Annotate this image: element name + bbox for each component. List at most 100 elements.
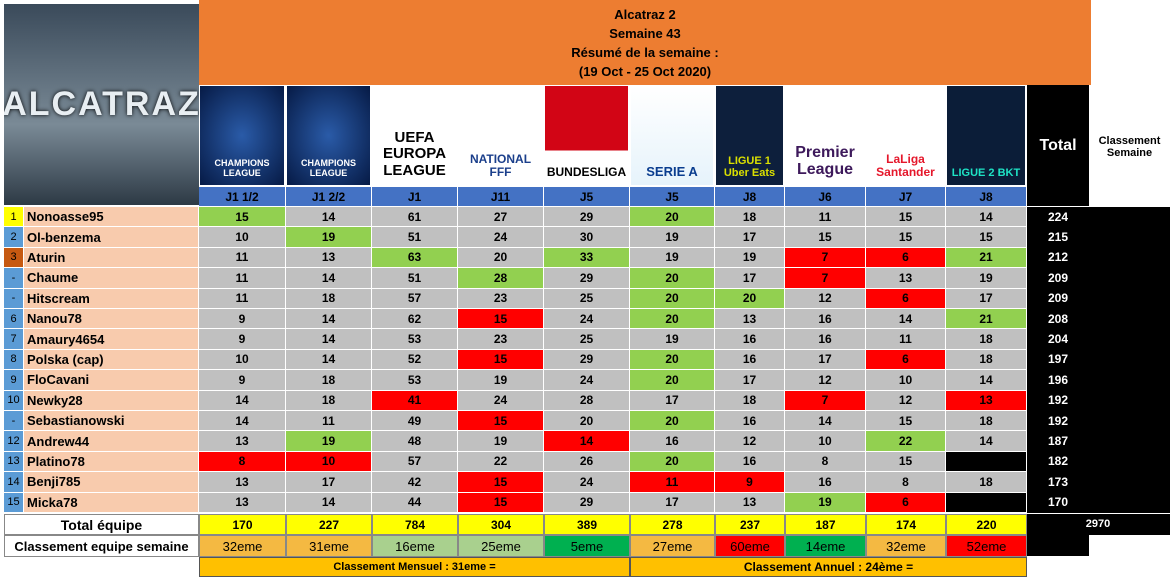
league-logo: CHAMPIONS LEAGUE — [287, 86, 371, 186]
score: 23 — [458, 288, 544, 309]
team-total: 170 — [199, 514, 286, 535]
league-logo: CHAMPIONS LEAGUE — [200, 86, 285, 186]
player-name: Platino78 — [24, 451, 199, 473]
rank-col-fill — [1090, 472, 1170, 493]
team-rank: 31eme — [286, 535, 372, 557]
score: 16 — [785, 329, 866, 350]
player-name: Polska (cap) — [24, 349, 199, 371]
score: 18 — [715, 390, 785, 411]
score: 14 — [544, 431, 630, 452]
rank-col-fill — [1090, 492, 1170, 513]
score: 14 — [946, 207, 1027, 228]
score: 13 — [199, 492, 286, 513]
league-logo: NATIONAL FFF — [459, 86, 543, 186]
score: 20 — [630, 370, 715, 391]
column-label: J1 1/2 — [199, 187, 286, 207]
rank-col-fill — [1090, 227, 1170, 248]
score: 24 — [544, 370, 630, 391]
column-label: J6 — [785, 187, 866, 207]
score: 15 — [785, 227, 866, 248]
column-label: J8 — [715, 187, 785, 207]
score: 17 — [630, 390, 715, 411]
score: 17 — [715, 370, 785, 391]
score: 13 — [199, 472, 286, 493]
league-logo: LIGUE 1 Uber Eats — [716, 86, 784, 186]
score: 17 — [286, 472, 372, 493]
column-label: J1 2/2 — [286, 187, 372, 207]
score: 53 — [372, 370, 458, 391]
rank-col-fill — [1090, 411, 1170, 432]
score: 14 — [785, 411, 866, 432]
rank: 8 — [4, 349, 24, 371]
score: 14 — [199, 411, 286, 432]
score: 12 — [866, 390, 946, 411]
player-total: 197 — [1027, 349, 1090, 371]
score: 19 — [458, 431, 544, 452]
rank-col-fill — [1090, 207, 1170, 228]
score: 21 — [946, 247, 1027, 269]
score: 51 — [372, 268, 458, 289]
rank: 3 — [4, 247, 24, 269]
score: 18 — [715, 207, 785, 228]
score: 14 — [286, 349, 372, 371]
team-total: 304 — [458, 514, 544, 535]
score: 20 — [544, 411, 630, 432]
logo-text: ALCATRAZ — [4, 85, 199, 123]
score: 16 — [715, 411, 785, 432]
score: 14 — [286, 492, 372, 513]
score: 48 — [372, 431, 458, 452]
score: 6 — [866, 247, 946, 269]
score: 21 — [946, 309, 1027, 330]
rank: 12 — [4, 431, 24, 452]
team-total: 389 — [544, 514, 630, 535]
score: 10 — [785, 431, 866, 452]
rank-col-fill — [1090, 390, 1170, 411]
league-logo: Premier League — [786, 86, 865, 186]
score: 9 — [715, 472, 785, 493]
team-total: 220 — [946, 514, 1027, 535]
score: 17 — [946, 288, 1027, 309]
score: 6 — [866, 288, 946, 309]
player-name: Micka78 — [24, 492, 199, 513]
score: 10 — [866, 370, 946, 391]
player-name: Ol-benzema — [24, 227, 199, 248]
team-rank: 52eme — [946, 535, 1027, 557]
score: 29 — [544, 492, 630, 513]
rank: 14 — [4, 472, 24, 493]
score: 41 — [372, 390, 458, 411]
score: 14 — [866, 309, 946, 330]
column-label: J8 — [946, 187, 1027, 207]
score: 19 — [286, 227, 372, 248]
score: 19 — [286, 431, 372, 452]
column-label: J1 — [372, 187, 458, 207]
total-header: Total — [1027, 85, 1090, 207]
score: 17 — [715, 268, 785, 289]
score: 6 — [866, 349, 946, 371]
score: 20 — [630, 349, 715, 371]
score: 8 — [785, 451, 866, 473]
score: 7 — [785, 247, 866, 269]
score: 25 — [544, 288, 630, 309]
player-total: 182 — [1027, 451, 1090, 473]
rank: 2 — [4, 227, 24, 248]
column-label: J11 — [458, 187, 544, 207]
player-name: Amaury4654 — [24, 329, 199, 350]
score: 15 — [458, 349, 544, 371]
team-rank: 5eme — [544, 535, 630, 557]
player-total: 212 — [1027, 247, 1090, 269]
score: 22 — [458, 451, 544, 473]
score: 11 — [866, 329, 946, 350]
score: 20 — [630, 309, 715, 330]
column-label: J7 — [866, 187, 946, 207]
league-logo: LaLiga Santander — [867, 86, 945, 186]
score: 24 — [544, 472, 630, 493]
score: 19 — [785, 492, 866, 513]
grand-total: 2970 — [1027, 514, 1170, 535]
player-total: 209 — [1027, 288, 1090, 309]
score: 16 — [715, 349, 785, 371]
rank-col-fill — [1090, 288, 1170, 309]
rank: 13 — [4, 451, 24, 473]
score: 16 — [785, 472, 866, 493]
team-rank: 32eme — [199, 535, 286, 557]
player-name: Chaume — [24, 268, 199, 289]
